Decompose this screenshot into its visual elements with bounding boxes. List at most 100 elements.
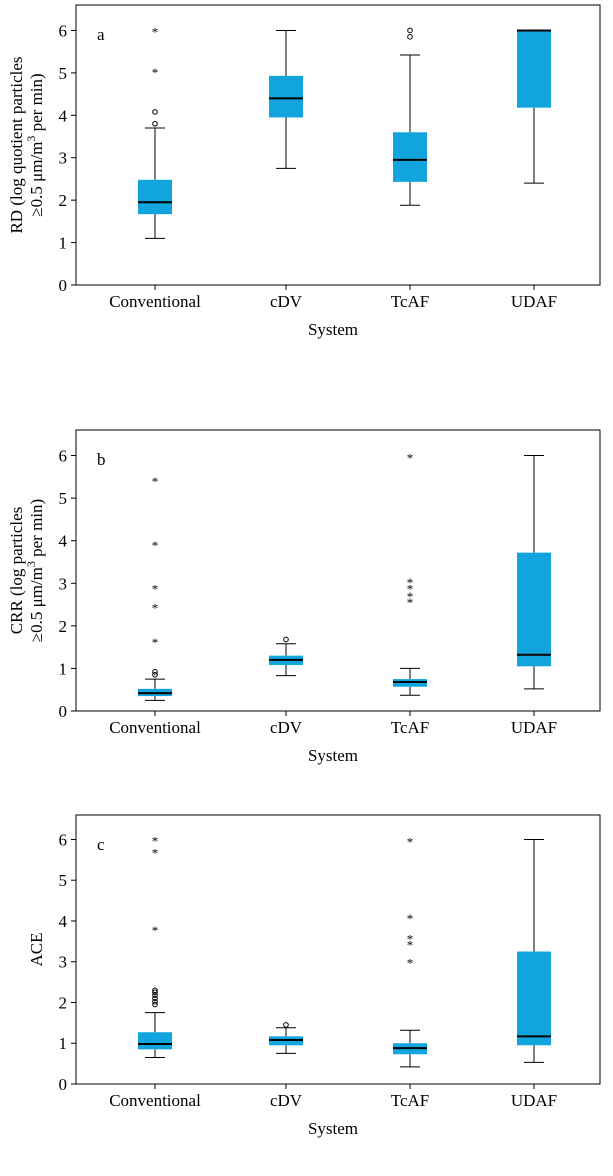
y-tick-label: 0: [59, 1075, 68, 1094]
y-axis-title-line2: ≥0.5 μm/m3 per min): [24, 499, 46, 642]
box-conventional: ***: [138, 833, 172, 1059]
y-tick-label: 2: [59, 993, 68, 1012]
extreme-point: *: [152, 538, 159, 553]
y-tick-label: 4: [59, 912, 68, 931]
y-tick-label: 2: [59, 191, 68, 210]
box-udaf: [517, 838, 551, 1063]
y-axis-title-line1: CRR (log particles: [7, 507, 26, 634]
y-tick-label: 0: [59, 276, 68, 295]
box-tcaf: *****: [393, 834, 427, 1068]
outlier-point: [152, 669, 158, 675]
outlier-point: [152, 109, 158, 115]
outlier-point: [152, 120, 158, 127]
box-cdv: [269, 636, 303, 677]
y-axis-title-line2: ≥0.5 μm/m3 per min): [24, 73, 46, 216]
y-tick-label: 3: [59, 574, 68, 593]
extreme-point: *: [407, 582, 414, 597]
x-tick-label: cDV: [270, 292, 303, 311]
y-tick-label: 4: [59, 106, 68, 125]
y-tick-label: 4: [59, 532, 68, 551]
x-tick-label: TcAF: [391, 718, 429, 737]
box-conventional: **: [138, 24, 172, 239]
box-tcaf: *****: [393, 450, 427, 696]
y-tick-label: 5: [59, 64, 68, 83]
y-tick-label: 6: [59, 830, 68, 849]
x-tick-label: Conventional: [109, 292, 201, 311]
y-tick-label: 1: [59, 659, 68, 678]
iqr-box: [138, 179, 172, 215]
y-tick-label: 6: [59, 21, 68, 40]
extreme-point: *: [152, 24, 159, 39]
chart-panel-c: 0 1 2 3 4 5 6 Conventional cDV TcAF UDAF System c ACE…: [27, 814, 601, 1138]
panel-letter: a: [97, 25, 105, 44]
box-cdv: [269, 29, 303, 169]
extreme-point: *: [152, 923, 159, 938]
x-tick-label: UDAF: [511, 1091, 557, 1110]
outlier-point: [407, 34, 413, 40]
x-tick-label: UDAF: [511, 292, 557, 311]
y-axis-title-line1: RD (log quotient particles: [7, 56, 26, 233]
extreme-point: *: [407, 589, 414, 604]
extreme-point: *: [152, 474, 159, 489]
y-axis-title-superscript: 3: [24, 136, 38, 142]
outlier-point: [283, 636, 289, 643]
iqr-box: [269, 75, 303, 118]
y-axis-title: ACE: [27, 933, 46, 967]
outlier-point: [152, 672, 158, 678]
extreme-point: *: [152, 65, 159, 80]
y-tick-label: 5: [59, 871, 68, 890]
y-tick-label: 3: [59, 149, 68, 168]
x-tick-label: cDV: [270, 1091, 303, 1110]
box-tcaf: [393, 27, 427, 206]
y-tick-label: 2: [59, 617, 68, 636]
y-axis-title-suffix: per min): [27, 499, 46, 561]
x-axis-title: System: [308, 320, 358, 339]
extreme-point: *: [407, 937, 414, 952]
y-tick-label: 5: [59, 489, 68, 508]
box-conventional: * * * * *: [138, 474, 172, 701]
panel-letter: b: [97, 450, 106, 469]
y-axis-title-unit: ≥0.5 μm/m: [27, 142, 46, 217]
x-tick-label: UDAF: [511, 718, 557, 737]
chart-panel-a: 0 1 2 3 4 5 6 Conventional cDV TcAF UDAF System a RD …: [7, 4, 601, 339]
outlier-point: [152, 987, 158, 994]
extreme-point: *: [407, 956, 414, 971]
y-tick-label: 1: [59, 234, 68, 253]
x-tick-label: Conventional: [109, 1091, 201, 1110]
outlier-point: [152, 995, 158, 1002]
iqr-box: [393, 132, 427, 182]
iqr-box: [517, 951, 551, 1046]
box-udaf: [517, 29, 551, 184]
outlier-point: [152, 1001, 158, 1008]
iqr-box: [517, 552, 551, 667]
x-tick-label: cDV: [270, 718, 303, 737]
extreme-point: *: [152, 635, 159, 650]
extreme-point: *: [152, 601, 159, 616]
x-axis-title: System: [308, 1119, 358, 1138]
outlier-point: [152, 989, 158, 996]
extreme-point: *: [407, 595, 414, 610]
plot-frame: [75, 429, 601, 712]
plot-frame: [75, 814, 601, 1085]
plot-frame: [75, 4, 601, 286]
extreme-point: *: [152, 846, 159, 861]
extreme-point: *: [407, 931, 414, 946]
y-axis-title-suffix: per min): [27, 73, 46, 135]
y-tick-label: 3: [59, 953, 68, 972]
y-axis-title-unit: ≥0.5 μm/m: [27, 567, 46, 642]
panel-letter: c: [97, 835, 105, 854]
outlier-point: [283, 1022, 289, 1028]
x-tick-label: TcAF: [391, 292, 429, 311]
extreme-point: *: [152, 582, 159, 597]
iqr-box: [517, 30, 551, 108]
x-tick-label: TcAF: [391, 1091, 429, 1110]
extreme-point: *: [152, 833, 159, 848]
outlier-point: [407, 27, 413, 34]
extreme-point: *: [407, 575, 414, 590]
chart-panel-b: 0 1 2 3 4 5 6 Conventional cDV TcAF UDAF System b CRR…: [7, 429, 601, 765]
x-tick-label: Conventional: [109, 718, 201, 737]
x-axis-title: System: [308, 746, 358, 765]
box-cdv: [269, 1022, 303, 1054]
extreme-point: *: [407, 834, 414, 849]
